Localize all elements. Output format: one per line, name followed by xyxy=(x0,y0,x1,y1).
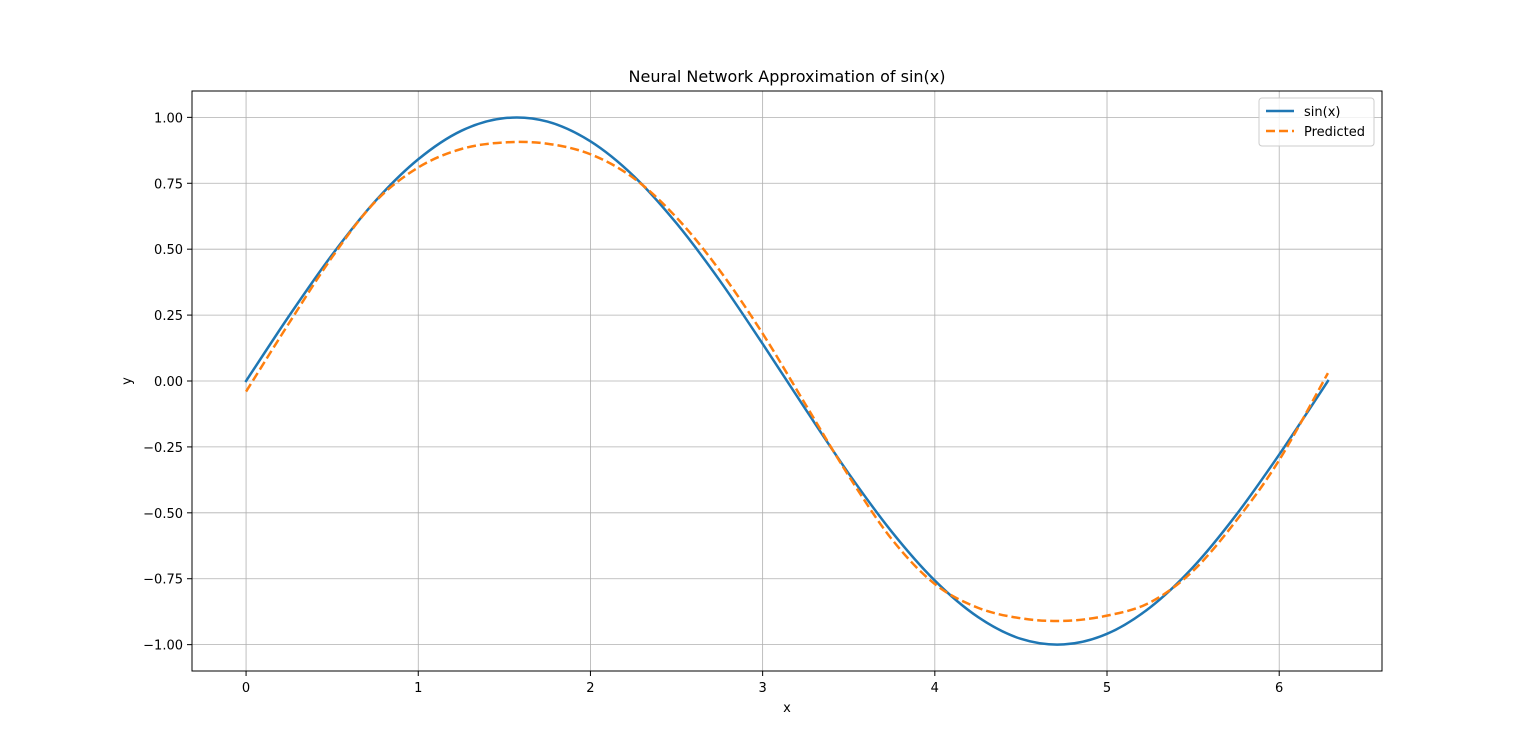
y-tick-label: 0.00 xyxy=(154,375,183,390)
grid xyxy=(192,91,1382,671)
x-tick-label: 3 xyxy=(758,681,766,696)
x-axis-label: x xyxy=(783,701,791,716)
x-tick-label: 5 xyxy=(1103,681,1111,696)
chart-title: Neural Network Approximation of sin(x) xyxy=(629,67,946,86)
y-tick-label: 0.50 xyxy=(154,243,183,258)
series-group xyxy=(244,116,1330,646)
y-tick-label: −0.75 xyxy=(143,573,183,588)
x-axis: 0 1 2 3 4 5 6 xyxy=(242,671,1283,696)
y-axis-label: y xyxy=(120,377,135,385)
y-tick-label: −0.25 xyxy=(143,441,183,456)
y-axis: −1.00 −0.75 −0.50 −0.25 0.00 0.25 0.50 0.75 1.00 xyxy=(143,111,192,654)
x-tick-label: 4 xyxy=(931,681,939,696)
y-tick-label: −0.50 xyxy=(143,507,183,522)
x-tick-label: 6 xyxy=(1275,681,1283,696)
y-tick-label: 0.75 xyxy=(154,177,183,192)
legend-label: Predicted xyxy=(1304,125,1365,140)
y-tick-label: −1.00 xyxy=(143,639,183,654)
series-line-sin xyxy=(244,116,1330,646)
x-tick-label: 0 xyxy=(242,681,250,696)
legend-label: sin(x) xyxy=(1304,105,1340,120)
y-tick-label: 0.25 xyxy=(154,309,183,324)
x-tick-label: 2 xyxy=(586,681,594,696)
x-tick-label: 1 xyxy=(414,681,422,696)
y-tick-label: 1.00 xyxy=(154,111,183,126)
legend: sin(x) Predicted xyxy=(1258,97,1375,147)
